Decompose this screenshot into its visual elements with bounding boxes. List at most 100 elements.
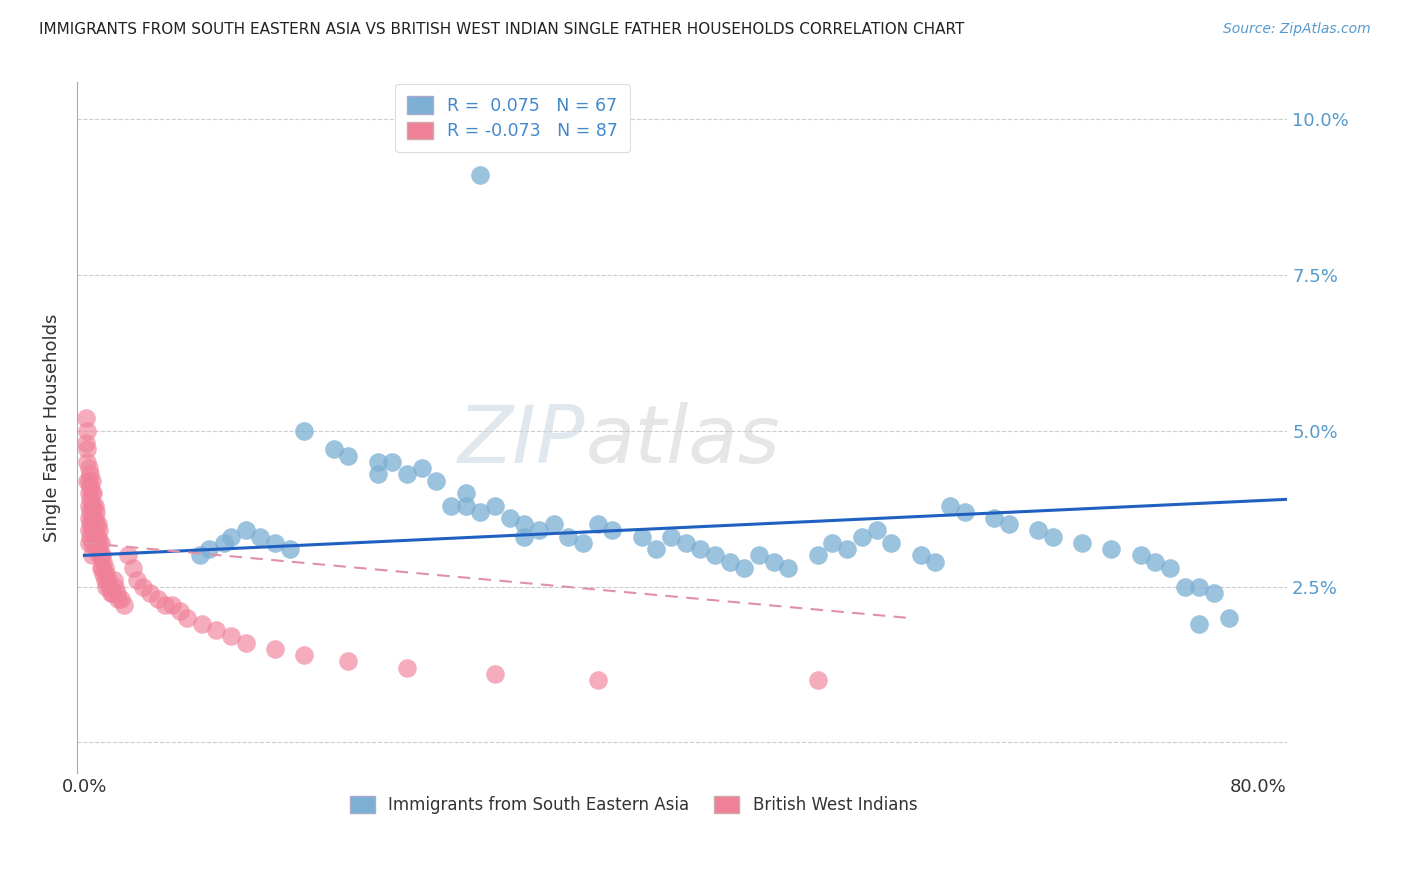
- Point: [718, 555, 741, 569]
- Point: [169, 604, 191, 618]
- Point: [101, 586, 124, 600]
- Point: [983, 511, 1005, 525]
- Point: [470, 505, 492, 519]
- Point: [77, 511, 100, 525]
- Point: [82, 499, 104, 513]
- Point: [851, 530, 873, 544]
- Point: [440, 499, 463, 513]
- Point: [76, 424, 98, 438]
- Point: [778, 561, 800, 575]
- Point: [82, 486, 104, 500]
- Point: [235, 635, 257, 649]
- Point: [77, 486, 100, 500]
- Point: [90, 561, 112, 575]
- Point: [117, 549, 139, 563]
- Point: [807, 673, 830, 687]
- Point: [94, 561, 117, 575]
- Point: [91, 549, 114, 563]
- Text: Source: ZipAtlas.com: Source: ZipAtlas.com: [1223, 22, 1371, 37]
- Point: [821, 536, 844, 550]
- Point: [83, 511, 105, 525]
- Point: [425, 474, 447, 488]
- Point: [90, 549, 112, 563]
- Point: [80, 536, 103, 550]
- Point: [100, 586, 122, 600]
- Point: [235, 524, 257, 538]
- Point: [112, 598, 135, 612]
- Point: [82, 536, 104, 550]
- Point: [484, 666, 506, 681]
- Point: [87, 549, 110, 563]
- Point: [104, 580, 127, 594]
- Point: [162, 598, 184, 612]
- Point: [97, 574, 120, 588]
- Point: [94, 574, 117, 588]
- Point: [689, 542, 711, 557]
- Point: [79, 480, 101, 494]
- Point: [77, 499, 100, 513]
- Point: [96, 580, 118, 594]
- Point: [198, 542, 221, 557]
- Point: [91, 561, 114, 575]
- Point: [294, 648, 316, 662]
- Point: [953, 505, 976, 519]
- Point: [586, 673, 609, 687]
- Point: [96, 567, 118, 582]
- Point: [80, 549, 103, 563]
- Point: [1188, 580, 1211, 594]
- Point: [87, 536, 110, 550]
- Point: [499, 511, 522, 525]
- Point: [454, 499, 477, 513]
- Point: [1042, 530, 1064, 544]
- Point: [98, 580, 121, 594]
- Point: [939, 499, 962, 513]
- Point: [82, 511, 104, 525]
- Point: [484, 499, 506, 513]
- Point: [84, 505, 107, 519]
- Point: [176, 610, 198, 624]
- Point: [1129, 549, 1152, 563]
- Point: [110, 592, 132, 607]
- Point: [80, 524, 103, 538]
- Point: [1159, 561, 1181, 575]
- Point: [1188, 616, 1211, 631]
- Point: [1026, 524, 1049, 538]
- Point: [865, 524, 887, 538]
- Point: [76, 442, 98, 457]
- Text: IMMIGRANTS FROM SOUTH EASTERN ASIA VS BRITISH WEST INDIAN SINGLE FATHER HOUSEHOL: IMMIGRANTS FROM SOUTH EASTERN ASIA VS BR…: [39, 22, 965, 37]
- Point: [77, 461, 100, 475]
- Point: [367, 467, 389, 482]
- Point: [337, 654, 360, 668]
- Point: [80, 474, 103, 488]
- Point: [84, 530, 107, 544]
- Point: [90, 536, 112, 550]
- Point: [1070, 536, 1092, 550]
- Point: [924, 555, 946, 569]
- Point: [572, 536, 595, 550]
- Point: [105, 586, 128, 600]
- Y-axis label: Single Father Households: Single Father Households: [44, 313, 60, 541]
- Point: [659, 530, 682, 544]
- Point: [337, 449, 360, 463]
- Point: [1144, 555, 1167, 569]
- Point: [191, 616, 214, 631]
- Point: [77, 474, 100, 488]
- Point: [77, 524, 100, 538]
- Point: [278, 542, 301, 557]
- Point: [76, 455, 98, 469]
- Point: [205, 623, 228, 637]
- Point: [396, 467, 419, 482]
- Point: [77, 536, 100, 550]
- Point: [82, 524, 104, 538]
- Point: [80, 511, 103, 525]
- Point: [86, 517, 108, 532]
- Point: [454, 486, 477, 500]
- Point: [212, 536, 235, 550]
- Point: [602, 524, 624, 538]
- Point: [121, 561, 143, 575]
- Point: [630, 530, 652, 544]
- Point: [80, 486, 103, 500]
- Point: [294, 424, 316, 438]
- Point: [87, 524, 110, 538]
- Point: [127, 574, 149, 588]
